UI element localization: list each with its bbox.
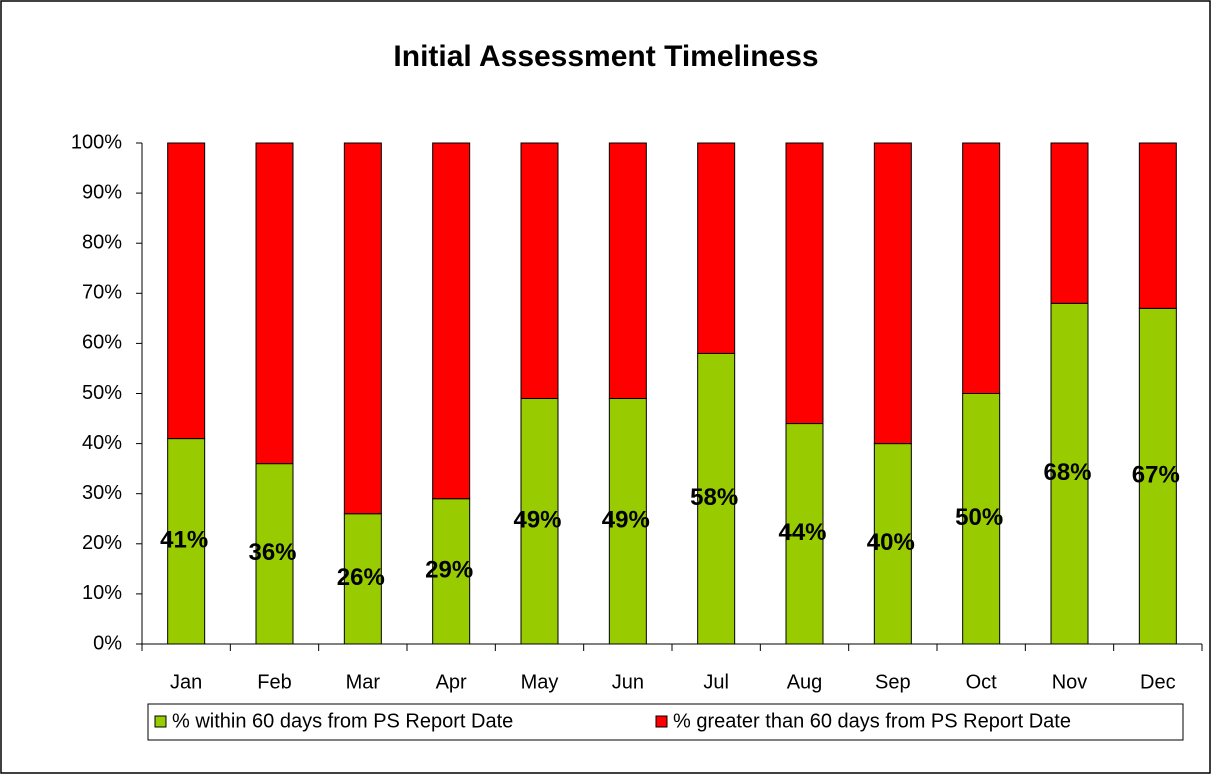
bar-segment [255, 463, 294, 645]
y-tick-label: 60% [82, 332, 122, 354]
data-label: 41% [160, 527, 208, 554]
x-tick-label: Jul [703, 671, 729, 693]
x-tick-label: Dec [1140, 671, 1176, 693]
data-label: 68% [1043, 459, 1091, 486]
y-tick-label: 90% [82, 181, 122, 203]
bar-segment [1138, 142, 1177, 309]
x-tick-label: Aug [787, 671, 823, 693]
y-tick-label: 80% [82, 231, 122, 253]
bar-segment [962, 393, 1001, 645]
x-tick-label: Apr [436, 671, 467, 693]
y-tick-label: 0% [93, 632, 122, 654]
y-tick-label: 40% [82, 432, 122, 454]
data-label: 49% [513, 507, 561, 534]
bar-segment [1138, 307, 1177, 645]
data-label: 44% [778, 519, 826, 546]
legend-swatch [655, 715, 668, 728]
x-tick-label: Feb [257, 671, 291, 693]
x-tick-label: Nov [1052, 671, 1088, 693]
data-label: 40% [867, 529, 915, 556]
bar-segment [167, 438, 206, 645]
x-tick-label: May [521, 671, 559, 693]
y-tick-label: 20% [82, 532, 122, 554]
bar-segment [1050, 302, 1089, 645]
legend-swatch [154, 715, 167, 728]
x-tick-label: Sep [875, 671, 911, 693]
bar-segment [432, 498, 471, 645]
data-label: 50% [955, 504, 1003, 531]
bar-segment [520, 398, 559, 645]
bar-segment [785, 142, 824, 425]
x-tick-label: Mar [346, 671, 381, 693]
chart-title: Initial Assessment Timeliness [393, 40, 818, 73]
data-label: 36% [248, 539, 296, 566]
y-tick-label: 70% [82, 282, 122, 304]
y-tick-label: 10% [82, 582, 122, 604]
bar-segment [785, 423, 824, 645]
bar-segment [962, 142, 1001, 394]
x-tick-label: Oct [966, 671, 998, 693]
bar-segment [697, 352, 736, 645]
legend-label: % greater than 60 days from PS Report Da… [673, 710, 1071, 732]
data-label: 29% [425, 557, 473, 584]
bar-segment [873, 443, 912, 645]
data-label: 67% [1132, 462, 1180, 489]
y-tick-label: 30% [82, 482, 122, 504]
bar-segment [167, 142, 206, 440]
bar-segment [255, 142, 294, 465]
bar-segment [1050, 142, 1089, 304]
bar-segment [608, 142, 647, 400]
y-tick-label: 50% [82, 382, 122, 404]
bar-segment [520, 142, 559, 400]
bar-segment [873, 142, 912, 445]
data-label: 49% [602, 507, 650, 534]
bar-segment [432, 142, 471, 500]
x-tick-label: Jan [170, 671, 202, 693]
bar-segment [343, 513, 382, 645]
x-tick-label: Jun [612, 671, 644, 693]
data-label: 26% [337, 564, 385, 591]
legend-label: % within 60 days from PS Report Date [172, 710, 513, 732]
bar-segment [343, 142, 382, 515]
y-tick-label: 100% [71, 131, 122, 153]
bar-segment [697, 142, 736, 354]
data-label: 58% [690, 484, 738, 511]
